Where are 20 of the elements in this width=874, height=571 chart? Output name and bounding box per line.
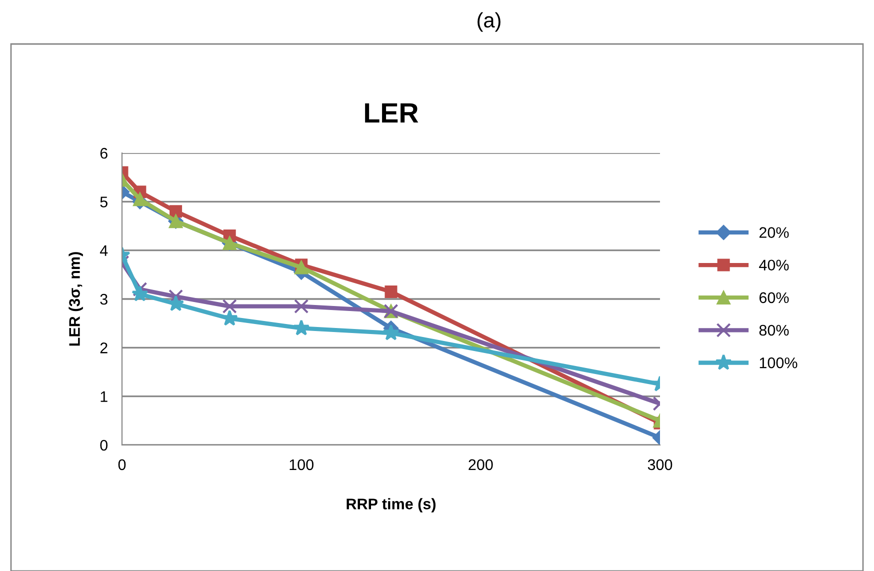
x-tick-label: 300 [648,459,672,470]
x-tick-label: 100 [290,459,314,470]
y-axis-title: LER (3σ, nm) [68,252,83,346]
legend-label: 80% [759,324,789,336]
legend-label: 100% [760,357,798,368]
x-tick-label: 200 [468,459,493,470]
x-tick-label: 0 [118,459,126,470]
y-tick-label: 4 [100,245,108,256]
y-tick-label: 5 [100,196,108,208]
y-tick-label: 3 [100,294,108,305]
legend-label: 60% [759,292,789,304]
y-tick-label: 1 [100,391,108,402]
legend-label: 40% [759,260,789,271]
y-tick-label: 2 [100,342,108,354]
legend-label: 20% [759,227,789,238]
chart-title: LER [365,103,418,122]
y-tick-label: 6 [100,148,108,159]
y-tick-label: 0 [100,440,108,451]
x-axis-title: RRP time (s) [346,498,436,512]
text: (a) [478,12,500,32]
